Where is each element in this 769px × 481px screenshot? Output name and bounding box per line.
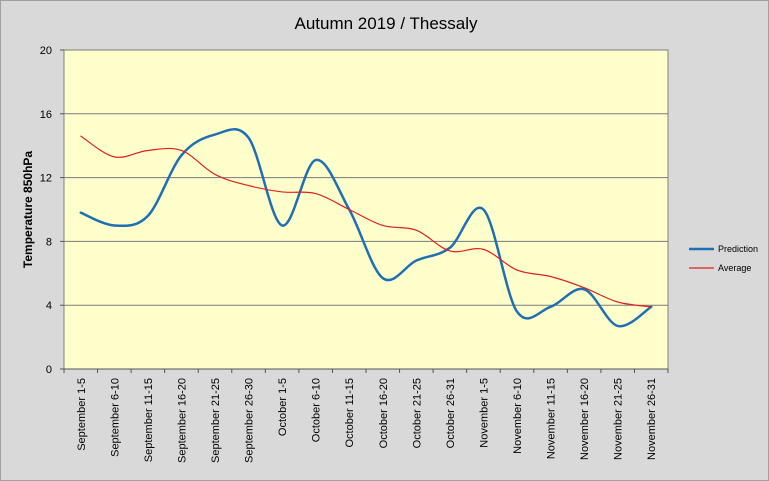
y-axis-label: Temperature 850hPa (21, 151, 35, 268)
series-lines (79, 128, 653, 328)
y-tick-label: 0 (46, 364, 52, 376)
y-tick-label: 8 (46, 236, 52, 248)
legend-label: Average (718, 263, 751, 273)
legend: Prediction Average (689, 244, 758, 273)
x-tick-label: November 26-31 (646, 378, 658, 460)
x-tick-label: October 1-5 (277, 378, 289, 436)
gridlines (64, 49, 668, 306)
x-tick-label: October 26-31 (445, 378, 457, 448)
series-line-prediction (79, 128, 653, 328)
series-line-average (80, 135, 652, 308)
x-tick-label: November 11-15 (546, 378, 558, 459)
y-tick-label: 4 (46, 300, 52, 312)
y-tick-label: 16 (40, 109, 52, 121)
y-tick-label: 12 (40, 173, 52, 185)
x-tick-label: September 26-30 (244, 378, 256, 463)
x-axis-ticks: September 1-5 September 6-10 September 11-… (63, 368, 669, 463)
x-tick-label: November 6-10 (512, 378, 524, 454)
x-tick-label: September 1-5 (76, 378, 88, 451)
x-tick-label: November 21-25 (613, 378, 625, 460)
plot-area (63, 49, 669, 370)
legend-label: Prediction (718, 244, 758, 254)
y-tick-label: 20 (40, 45, 52, 57)
x-tick-label: November 16-20 (579, 378, 591, 460)
x-tick-label: September 6-10 (109, 378, 121, 457)
y-axis-ticks: 0 4 8 12 16 20 (40, 45, 64, 376)
x-tick-label: September 16-20 (176, 378, 188, 463)
x-tick-label: October 6-10 (311, 378, 323, 442)
x-tick-label: September 11-15 (143, 378, 155, 462)
x-tick-label: October 11-15 (344, 378, 356, 448)
chart-title: Autumn 2019 / Thessaly (294, 14, 478, 33)
x-tick-label: October 21-25 (411, 378, 423, 448)
x-tick-label: November 1-5 (478, 378, 490, 448)
x-tick-label: September 21-25 (210, 378, 222, 463)
x-tick-label: October 16-20 (378, 378, 390, 448)
